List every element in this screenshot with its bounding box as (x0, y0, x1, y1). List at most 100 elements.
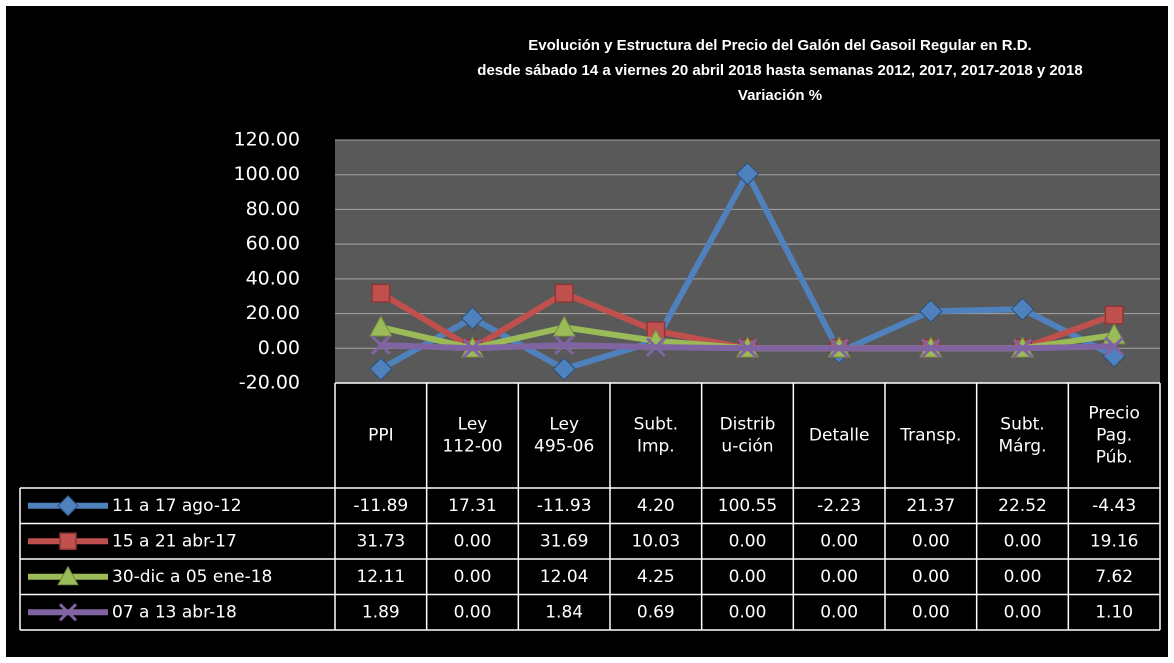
marker (57, 565, 79, 586)
legend-label: 15 a 21 abr-17 (112, 531, 237, 551)
marker (370, 335, 391, 355)
category-label: Subt. (634, 415, 678, 435)
legend-label: 07 a 13 abr-18 (112, 602, 237, 622)
table-value: 21.37 (906, 496, 955, 516)
marker-x (737, 338, 758, 359)
table-value: 31.73 (356, 531, 405, 551)
table-value: 0.00 (729, 531, 767, 551)
marker (554, 283, 574, 303)
table-value: 0.00 (1004, 567, 1042, 587)
table-value: 1.84 (545, 602, 583, 622)
marker (645, 337, 666, 357)
y-tick-label: 20.00 (246, 302, 300, 324)
category-label: PPI (368, 426, 394, 446)
marker-x (58, 603, 78, 622)
marker (57, 495, 79, 517)
marker (552, 357, 576, 381)
table-value: 0.00 (912, 531, 950, 551)
marker-x (1104, 336, 1125, 357)
marker-x (920, 338, 941, 359)
marker (58, 603, 78, 622)
marker (552, 315, 577, 337)
y-tick-label: 100.00 (234, 163, 300, 185)
table-value: -11.89 (353, 496, 408, 516)
category-label: Precio (1088, 404, 1140, 424)
category-label: Subt. (1000, 415, 1044, 435)
category-label: Ley (458, 415, 488, 435)
category-label: Púb. (1096, 448, 1133, 468)
table-value: -4.43 (1092, 496, 1136, 516)
table-value: 4.25 (637, 567, 675, 587)
legend-label: 30-dic a 05 ene-18 (112, 567, 272, 587)
marker (371, 283, 391, 303)
marker (369, 357, 393, 381)
marker (919, 299, 943, 323)
table-value: 17.31 (448, 496, 497, 516)
y-tick-label: 0.00 (258, 337, 300, 359)
marker (368, 315, 393, 337)
category-label: Ley (549, 415, 579, 435)
table-value: 12.04 (540, 567, 589, 587)
table-value: 0.00 (820, 531, 858, 551)
table-value: 0.00 (1004, 531, 1042, 551)
table-value: 100.55 (718, 496, 777, 516)
table-value: 1.89 (362, 602, 400, 622)
marker (737, 338, 758, 359)
table-value: 0.00 (454, 602, 492, 622)
marker (59, 532, 77, 550)
table-value: 0.69 (637, 602, 675, 622)
category-label: Márg. (999, 437, 1047, 457)
y-tick-label: 80.00 (246, 198, 300, 220)
table-value: 19.16 (1090, 531, 1139, 551)
marker (1010, 297, 1035, 321)
table-value: 0.00 (820, 567, 858, 587)
chart-title: Variación % (738, 87, 822, 104)
category-label: Imp. (637, 437, 675, 457)
table-value: 0.00 (820, 602, 858, 622)
table-value: 31.69 (540, 531, 589, 551)
table-value: 1.10 (1095, 602, 1133, 622)
marker (460, 306, 485, 330)
marker (920, 338, 941, 359)
y-tick-label: 120.00 (234, 129, 300, 151)
category-label: Detalle (809, 426, 870, 446)
marker-x (370, 335, 391, 355)
table-value: 7.62 (1095, 567, 1133, 587)
chart-title: Evolución y Estructura del Precio del Ga… (528, 37, 1031, 54)
category-label: Pag. (1096, 426, 1132, 446)
y-tick-label: -20.00 (239, 372, 300, 394)
marker-x (645, 337, 666, 357)
y-tick-label: 60.00 (246, 233, 300, 255)
marker (1104, 336, 1125, 357)
marker (1104, 305, 1124, 325)
table-value: 22.52 (998, 496, 1047, 516)
marker-x (829, 338, 850, 359)
category-label: u-ción (721, 437, 773, 457)
table-value: -2.23 (817, 496, 861, 516)
table-value: 0.00 (454, 567, 492, 587)
table-value: -11.93 (537, 496, 592, 516)
table-value: 0.00 (729, 567, 767, 587)
table-value: 12.11 (356, 567, 405, 587)
legend-label: 11 a 17 ago-12 (112, 496, 242, 516)
marker-x (554, 335, 575, 355)
table-value: 4.20 (637, 496, 675, 516)
category-label: Transp. (899, 426, 961, 446)
chart-title: desde sábado 14 a viernes 20 abril 2018 … (477, 62, 1082, 79)
marker (462, 338, 483, 359)
table-value: 0.00 (912, 567, 950, 587)
category-label: 495-06 (534, 437, 594, 457)
marker-x (1012, 338, 1033, 359)
category-label: Distrib (720, 415, 776, 435)
marker (735, 162, 760, 186)
marker (554, 335, 575, 355)
table-value: 0.00 (912, 602, 950, 622)
table-value: 0.00 (729, 602, 767, 622)
category-label: 112-00 (442, 437, 502, 457)
y-tick-label: 40.00 (246, 267, 300, 289)
marker (829, 338, 850, 359)
table-value: 0.00 (1004, 602, 1042, 622)
table-value: 10.03 (631, 531, 680, 551)
table-value: 0.00 (454, 531, 492, 551)
